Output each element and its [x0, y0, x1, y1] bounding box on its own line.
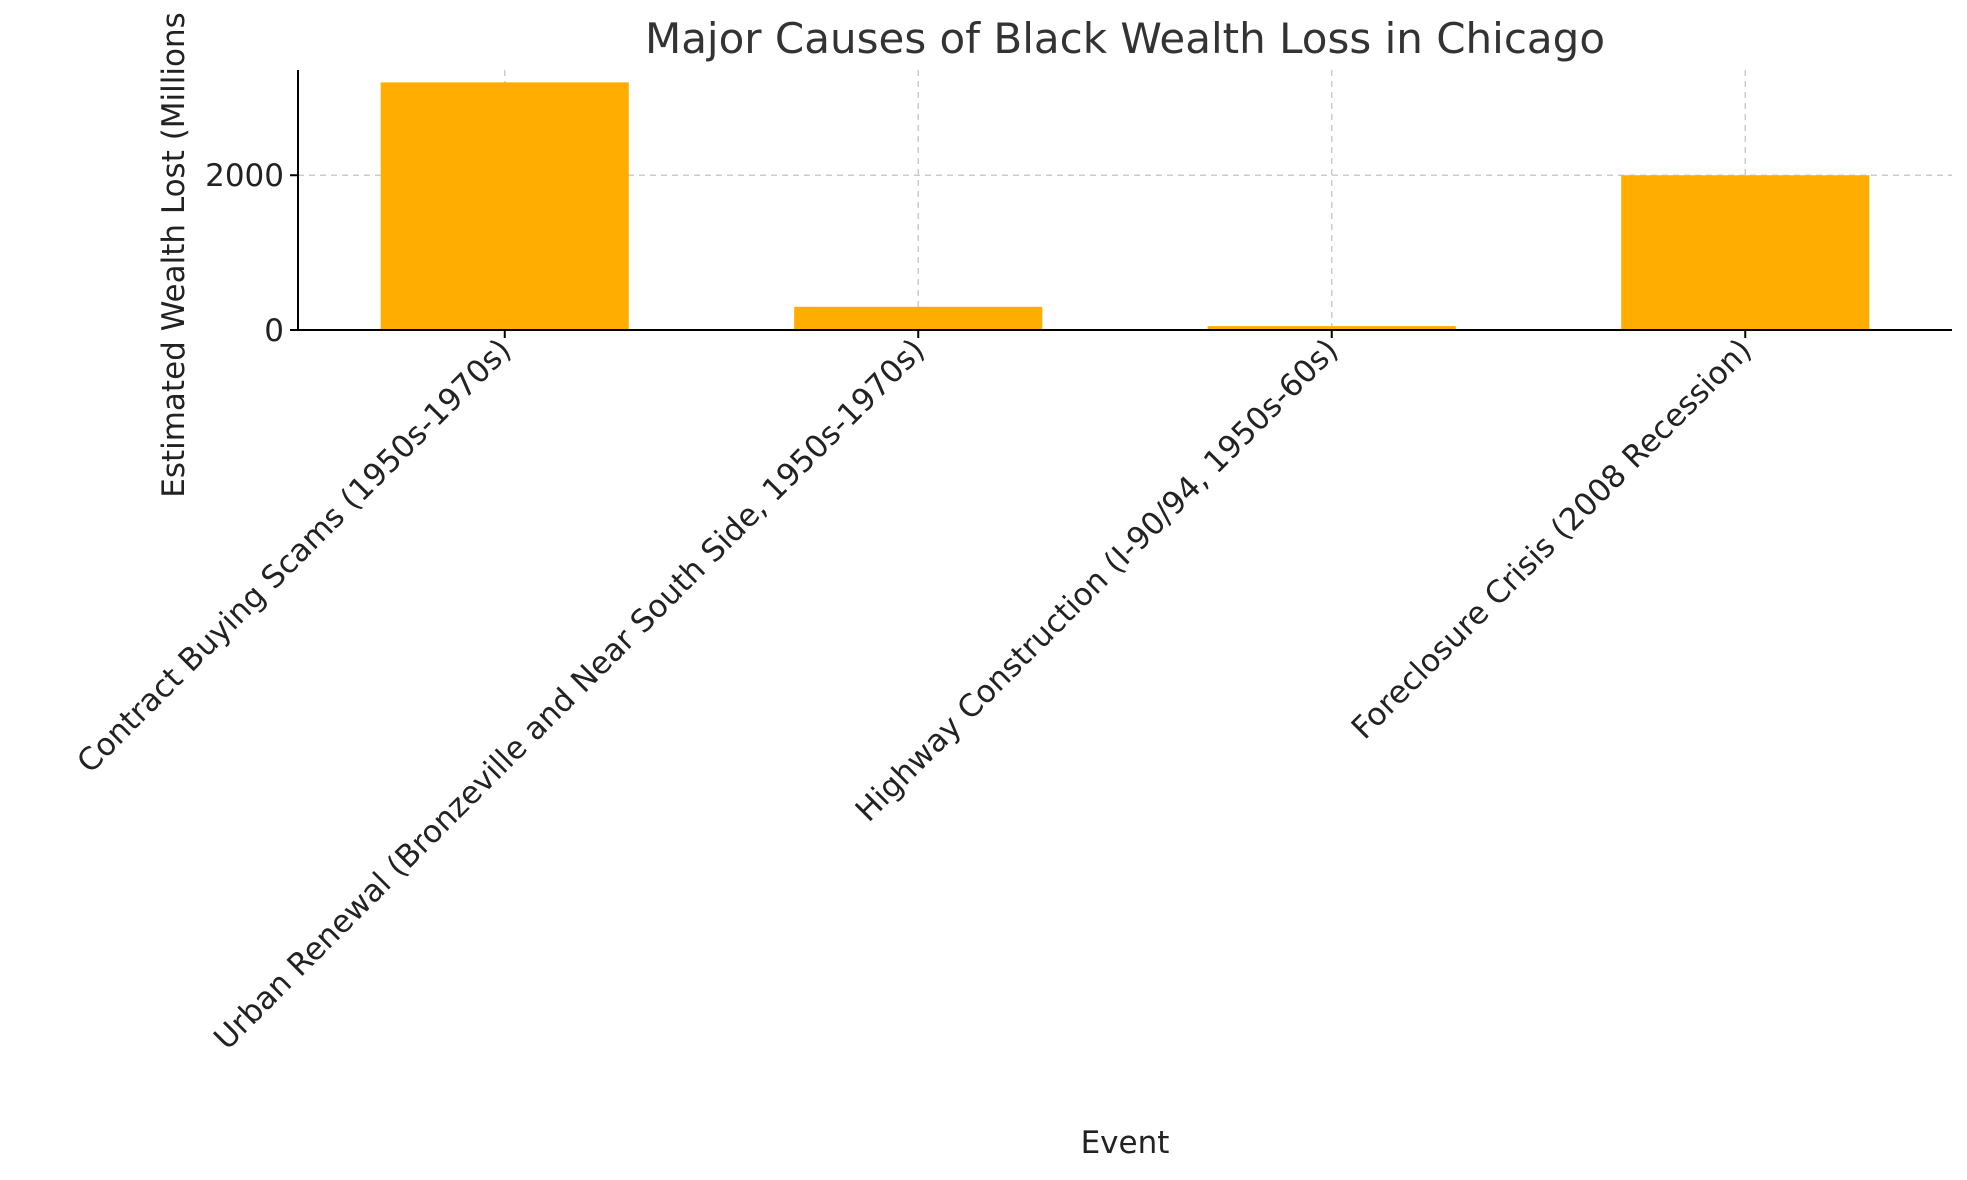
x-tick-label: Foreclosure Crisis (2008 Recession): [1345, 332, 1759, 746]
axes-layer: [290, 70, 1952, 338]
x-axis-label: Event: [1081, 1125, 1170, 1161]
x-tick-label: Highway Construction (I-90/94, 1950s-60s…: [849, 332, 1346, 829]
y-tick-label: 0: [264, 313, 284, 349]
labels-layer: Contract Buying Scams (1950s-1970s)Urban…: [70, 158, 1759, 1057]
bars-layer: [380, 82, 1870, 330]
y-tick-label: 2000: [205, 158, 284, 194]
bar: [1207, 326, 1456, 330]
bar: [1621, 175, 1870, 330]
y-axis-label: Estimated Wealth Lost (Millions: [156, 12, 192, 498]
x-tick-label: Urban Renewal (Bronzeville and Near Sout…: [207, 332, 932, 1057]
x-tick-label: Contract Buying Scams (1950s-1970s): [70, 332, 518, 780]
bar: [794, 306, 1043, 330]
bar: [380, 82, 629, 330]
chart-title: Major Causes of Black Wealth Loss in Chi…: [645, 14, 1605, 63]
